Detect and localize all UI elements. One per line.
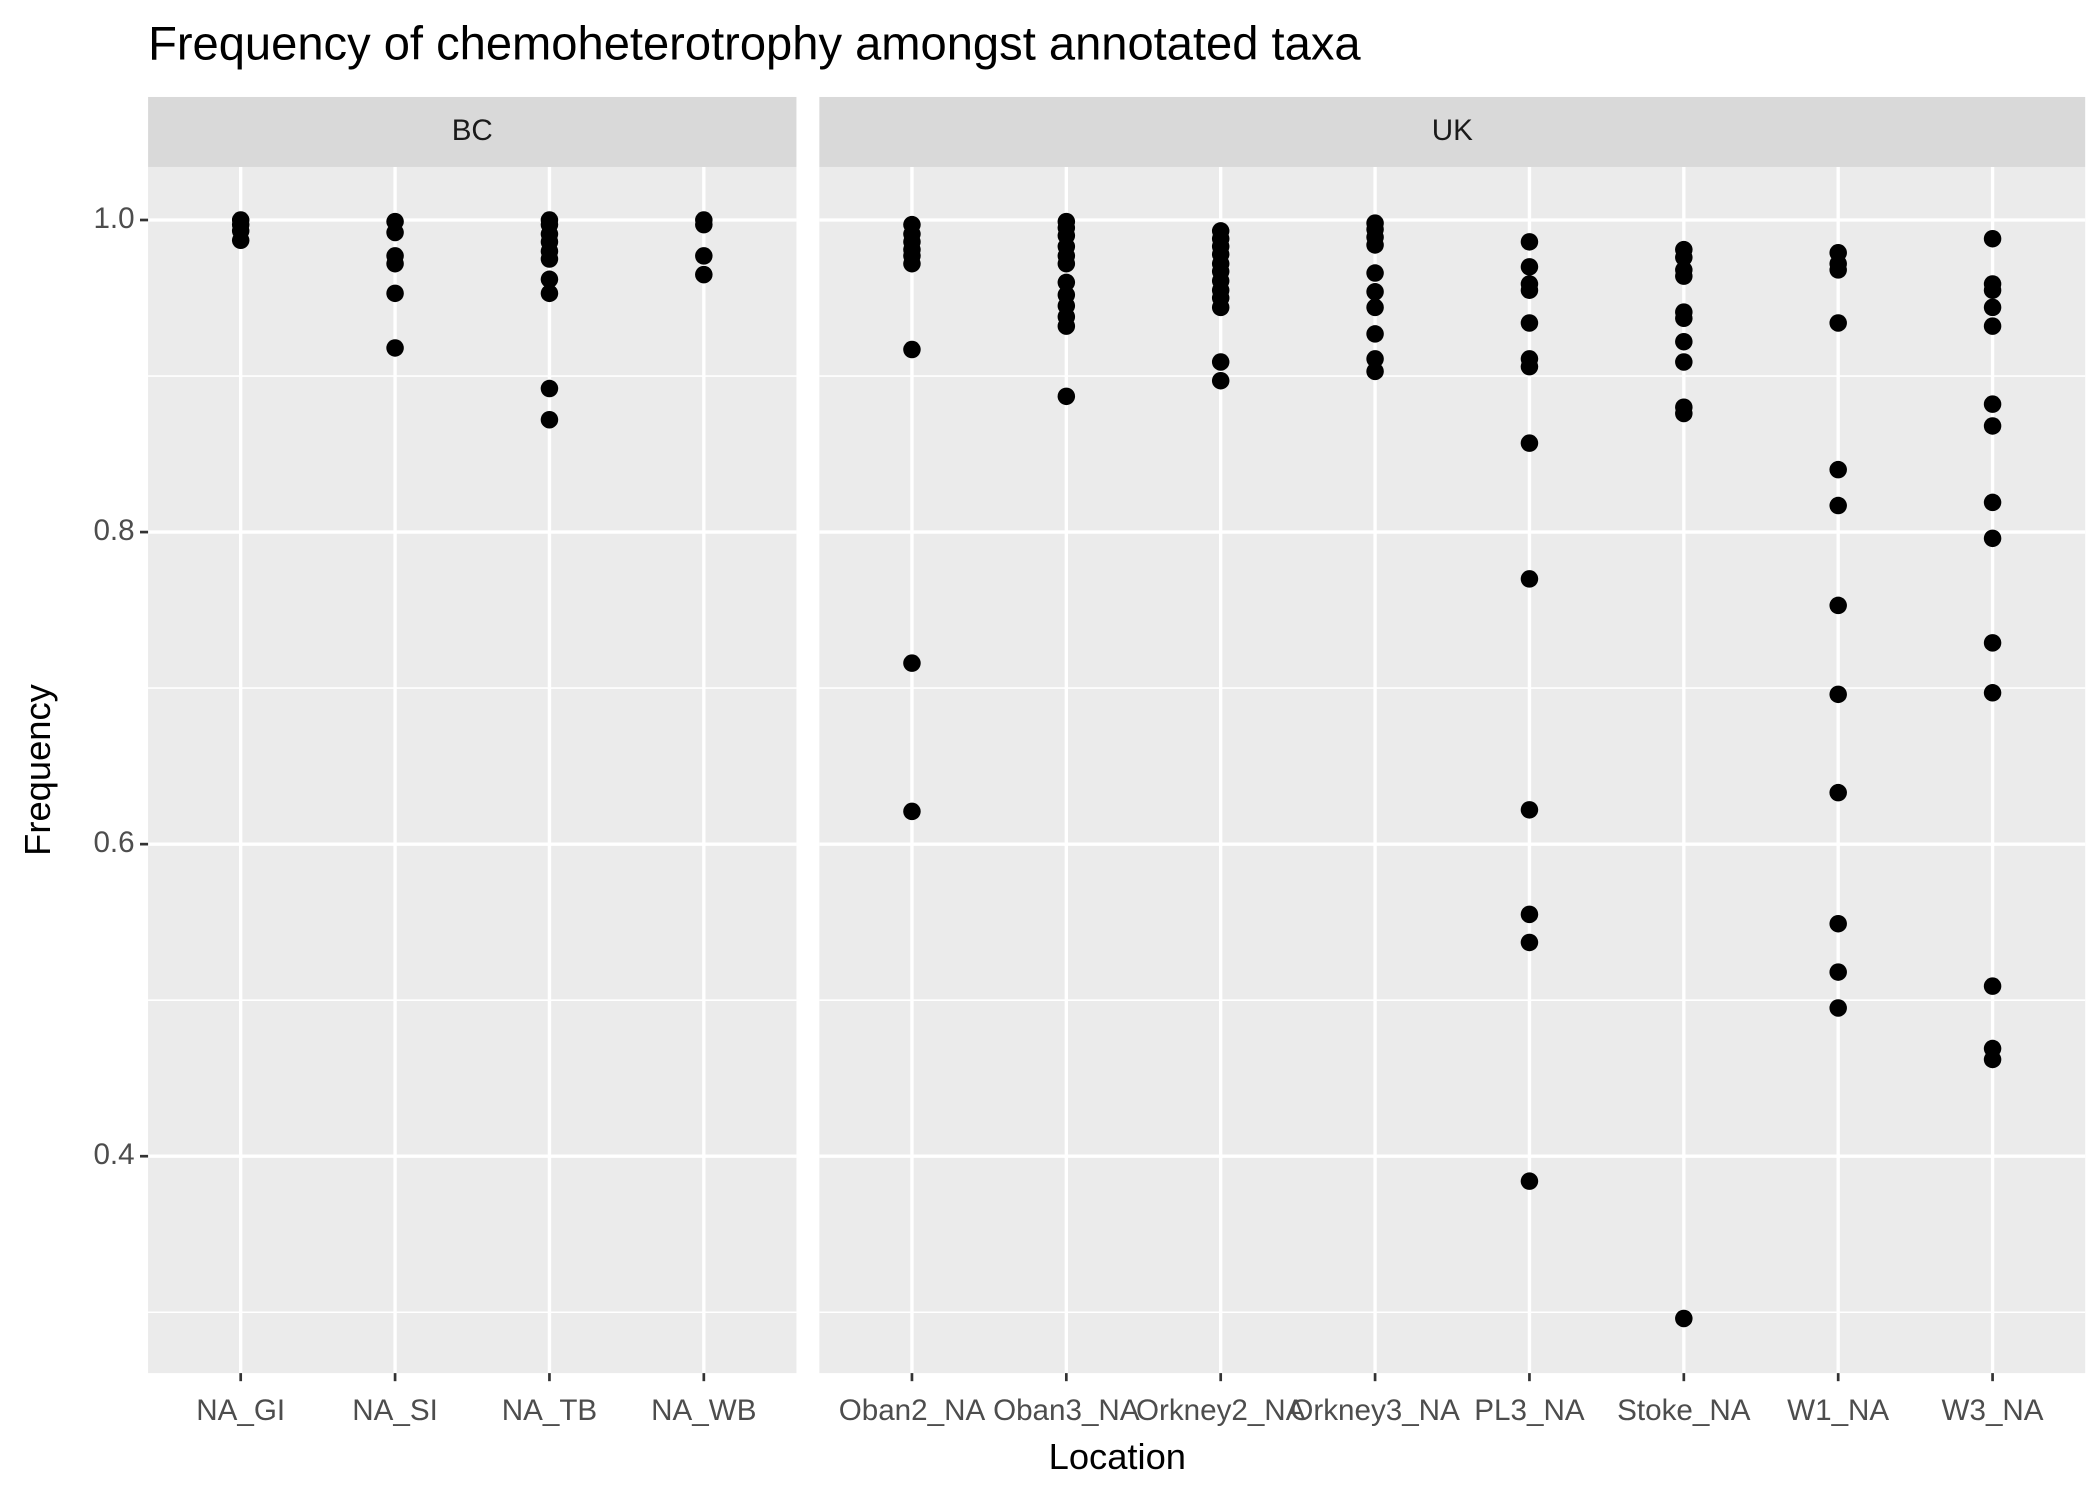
point	[1829, 783, 1847, 802]
chart-title: Frequency of chemoheterotrophy amongst a…	[148, 17, 1361, 70]
point	[1675, 404, 1693, 423]
point	[1366, 298, 1384, 317]
point	[1983, 281, 2002, 299]
point	[1829, 596, 1847, 615]
point	[1675, 267, 1693, 285]
point	[1983, 229, 2002, 248]
point	[1829, 261, 1847, 279]
point	[1520, 357, 1539, 376]
panel-background	[148, 166, 797, 1374]
point	[1366, 362, 1384, 381]
point	[1057, 317, 1076, 335]
point	[903, 340, 921, 359]
point	[1829, 460, 1847, 479]
point	[1366, 264, 1384, 282]
x-tick-label: PL3_NA	[1474, 1394, 1585, 1427]
y-tick-label: 0.4	[93, 1138, 134, 1171]
point	[695, 247, 713, 265]
x-tick-label: Stoke_NA	[1617, 1394, 1751, 1427]
point	[1829, 314, 1847, 332]
y-tick-label: 0.8	[93, 514, 134, 547]
point	[903, 654, 921, 672]
point	[1057, 254, 1076, 273]
point	[1983, 977, 2002, 995]
point	[903, 254, 921, 273]
y-tick-label: 0.6	[93, 826, 134, 859]
point	[1057, 387, 1076, 406]
point	[695, 265, 713, 284]
point	[695, 215, 713, 234]
x-tick-label: Oban3_NA	[993, 1394, 1140, 1427]
x-tick-label: NA_WB	[651, 1394, 756, 1427]
point	[1675, 332, 1693, 351]
x-tick-label: Orkney2_NA	[1136, 1394, 1306, 1427]
point	[1211, 298, 1230, 317]
point	[1983, 493, 2002, 512]
point	[1366, 283, 1384, 301]
point	[1829, 963, 1847, 981]
point	[1211, 371, 1230, 390]
point	[1983, 317, 2002, 335]
point	[1520, 905, 1539, 924]
point	[1520, 281, 1539, 299]
point	[1983, 529, 2002, 548]
x-tick-label: NA_GI	[196, 1394, 285, 1427]
point	[1983, 395, 2002, 413]
point	[1675, 248, 1693, 267]
point	[1520, 570, 1539, 588]
point	[1983, 298, 2002, 317]
point	[540, 410, 559, 429]
point	[1520, 933, 1539, 952]
point	[1983, 634, 2002, 652]
point	[1829, 685, 1847, 704]
point	[386, 223, 404, 242]
point	[1366, 325, 1384, 343]
point	[1675, 1309, 1693, 1328]
point	[1983, 684, 2002, 702]
x-tick-label: Orkney3_NA	[1290, 1394, 1460, 1427]
point	[1211, 353, 1230, 371]
point	[1520, 233, 1539, 251]
x-tick-label: NA_SI	[352, 1394, 438, 1427]
y-axis-title: Frequency	[17, 683, 58, 855]
point	[1675, 353, 1693, 371]
point	[540, 284, 559, 303]
point	[540, 379, 559, 398]
point	[1829, 914, 1847, 933]
point	[1983, 417, 2002, 435]
panel-background	[819, 166, 2086, 1374]
point	[386, 339, 404, 357]
point	[231, 231, 250, 250]
point	[1366, 236, 1384, 254]
x-tick-label: W1_NA	[1787, 1394, 1889, 1427]
point	[540, 250, 559, 268]
point	[386, 284, 404, 303]
x-tick-label: Oban2_NA	[839, 1394, 986, 1427]
point	[1675, 309, 1693, 328]
point	[1983, 1050, 2002, 1069]
x-tick-label: NA_TB	[502, 1394, 597, 1427]
x-axis-title: Location	[1049, 1436, 1186, 1477]
y-tick-label: 1.0	[93, 202, 134, 235]
point	[1057, 273, 1076, 292]
point	[386, 254, 404, 273]
point	[1520, 314, 1539, 332]
point	[1829, 496, 1847, 515]
point	[1829, 999, 1847, 1017]
point	[1520, 434, 1539, 452]
point	[1366, 350, 1384, 368]
point	[1520, 1172, 1539, 1190]
point	[1520, 801, 1539, 819]
point	[1520, 258, 1539, 276]
x-tick-label: W3_NA	[1942, 1394, 2044, 1427]
point	[540, 270, 559, 289]
strip-label: UK	[1432, 114, 1473, 147]
strip-background	[819, 96, 2086, 167]
strip-background	[148, 96, 797, 167]
point	[903, 802, 921, 821]
strip-label: BC	[452, 114, 493, 147]
